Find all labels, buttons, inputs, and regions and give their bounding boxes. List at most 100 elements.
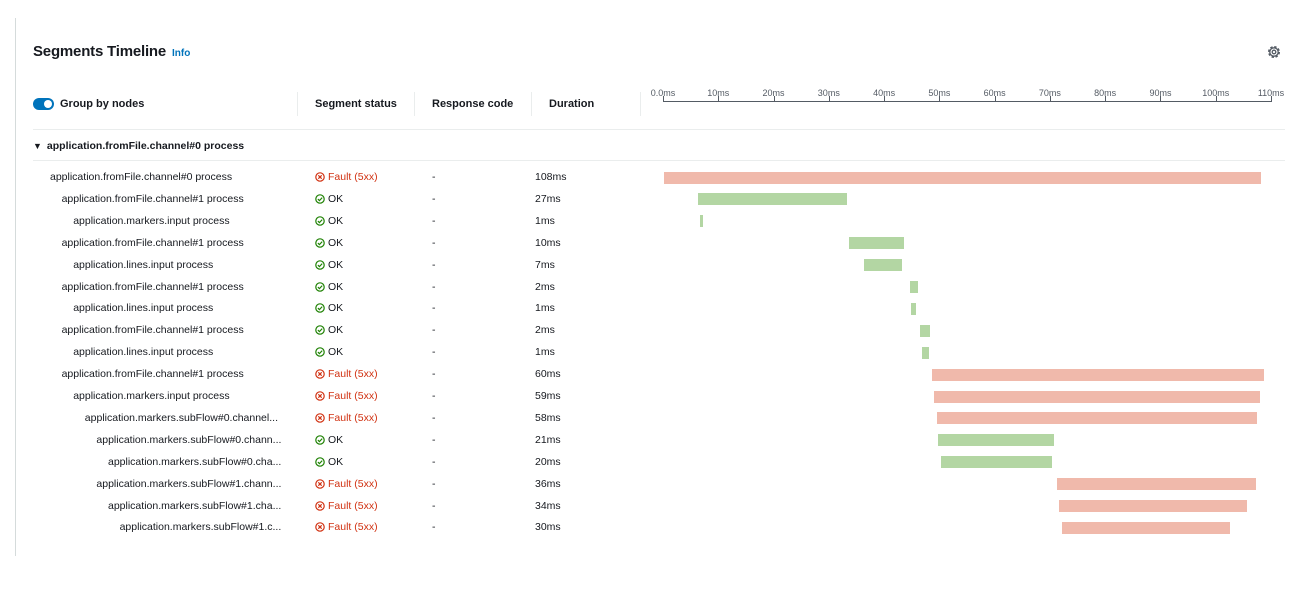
segment-name[interactable]: application.fromFile.channel#1 process — [61, 368, 244, 381]
column-header-response[interactable]: Response code — [432, 98, 514, 110]
segment-timeline-bar[interactable] — [863, 259, 903, 272]
segment-timeline-bar[interactable] — [1059, 500, 1248, 512]
check-circle-icon — [315, 347, 325, 357]
segment-timeline-bar[interactable] — [697, 193, 847, 206]
caret-down-icon[interactable]: ▼ — [33, 141, 42, 151]
segment-status: OK — [315, 346, 343, 358]
segment-name[interactable]: application.markers.subFlow#1.c... — [119, 521, 282, 534]
segment-status-label: OK — [328, 324, 344, 337]
timeline-tick — [718, 96, 720, 102]
segment-duration: 34ms — [535, 499, 561, 512]
segment-timeline-bar[interactable] — [699, 215, 703, 228]
fault-icon — [315, 172, 325, 182]
group-by-nodes-toggle[interactable] — [33, 98, 54, 110]
segment-name[interactable]: application.markers.subFlow#0.cha... — [108, 455, 282, 468]
segment-status-label: OK — [328, 346, 344, 359]
column-header-duration[interactable]: Duration — [549, 98, 595, 110]
segment-timeline-bar[interactable] — [932, 368, 1264, 381]
segment-status-label: Fault (5xx) — [328, 390, 378, 402]
panel-left-border — [15, 18, 16, 556]
timeline-tick — [994, 96, 996, 102]
timeline-axis-line — [663, 101, 1271, 102]
segment-duration: 108ms — [535, 171, 567, 183]
segment-timeline-bar[interactable] — [848, 237, 904, 250]
segment-timeline-bar[interactable] — [936, 412, 1258, 425]
check-circle-icon — [315, 194, 325, 204]
fault-icon — [315, 478, 325, 489]
check-circle-icon — [315, 259, 325, 270]
segment-status-label: Fault (5xx) — [328, 477, 378, 490]
segment-name[interactable]: application.lines.input process — [73, 302, 214, 315]
check-circle-icon — [315, 325, 325, 336]
segment-duration: 2ms — [535, 324, 555, 337]
segment-timeline-bar[interactable] — [921, 346, 929, 359]
segment-status: OK — [315, 237, 343, 249]
check-circle-icon — [315, 456, 325, 467]
segment-timeline-bar[interactable] — [941, 456, 1052, 469]
segment-name[interactable]: application.lines.input process — [73, 258, 214, 271]
column-divider — [640, 92, 641, 116]
group-row[interactable]: ▼ application.fromFile.channel#0 process — [33, 140, 244, 152]
segment-timeline-bar[interactable] — [934, 390, 1261, 403]
fault-icon — [315, 413, 325, 423]
segment-response-code: - — [432, 455, 436, 468]
segment-status: OK — [315, 302, 343, 314]
segment-timeline-bar[interactable] — [937, 434, 1054, 447]
segment-name[interactable]: application.fromFile.channel#1 process — [61, 192, 244, 205]
timeline-tick-label: 110ms — [1257, 88, 1285, 98]
fault-icon — [315, 500, 325, 511]
timeline-tick — [1105, 96, 1107, 102]
segment-status-label: OK — [328, 258, 344, 271]
segment-status-label: Fault (5xx) — [328, 521, 378, 534]
segment-status-label: OK — [328, 192, 344, 205]
timeline-tick — [1049, 96, 1051, 102]
segment-name[interactable]: application.markers.subFlow#1.cha... — [108, 499, 282, 512]
segment-duration: 7ms — [535, 258, 555, 271]
segment-duration: 20ms — [535, 455, 561, 468]
segment-response-code: - — [432, 324, 436, 337]
column-header-status[interactable]: Segment status — [315, 98, 397, 110]
segment-response-code: - — [432, 346, 436, 359]
segment-response-code: - — [432, 433, 436, 446]
info-link[interactable]: Info — [172, 48, 191, 59]
segment-timeline-bar[interactable] — [1057, 478, 1257, 491]
segment-duration: 10ms — [535, 236, 561, 249]
segment-response-code: - — [432, 280, 436, 293]
segment-name[interactable]: application.markers.subFlow#1.chann... — [96, 477, 282, 490]
timeline-tick-label: 10ms — [707, 88, 730, 98]
check-circle-icon — [315, 281, 325, 292]
segment-timeline-bar[interactable] — [910, 302, 916, 315]
timeline-tick-label: 70ms — [1038, 88, 1061, 98]
segment-status: Fault (5xx) — [315, 478, 378, 490]
segment-name[interactable]: application.markers.subFlow#0.chann... — [96, 433, 282, 446]
segment-name[interactable]: application.markers.subFlow#0.channel... — [84, 411, 278, 424]
segment-duration: 2ms — [535, 280, 555, 293]
segment-timeline-bar[interactable] — [664, 171, 1261, 184]
segment-timeline-bar[interactable] — [1061, 521, 1231, 534]
segment-name[interactable]: application.fromFile.channel#1 process — [61, 236, 244, 249]
segment-duration: 59ms — [535, 390, 561, 402]
segment-name[interactable]: application.fromFile.channel#1 process — [61, 324, 244, 337]
segment-duration: 1ms — [535, 346, 555, 359]
fault-icon — [315, 369, 325, 379]
segment-name[interactable]: application.fromFile.channel#1 process — [61, 280, 244, 293]
timeline-tick — [828, 96, 830, 102]
timeline-tick-label: 0.0ms — [650, 88, 676, 98]
timeline-tick — [1215, 96, 1217, 102]
segment-duration: 1ms — [535, 214, 555, 227]
segment-timeline-bar[interactable] — [909, 281, 919, 293]
segment-name[interactable]: application.markers.input process — [73, 214, 230, 227]
gear-icon[interactable] — [1266, 44, 1282, 60]
segment-status: Fault (5xx) — [315, 390, 378, 402]
segment-name[interactable]: application.lines.input process — [73, 346, 214, 359]
segment-name[interactable]: application.markers.input process — [73, 390, 230, 402]
segment-name[interactable]: application.fromFile.channel#0 process — [50, 171, 233, 183]
segment-response-code: - — [432, 499, 436, 512]
segment-status: OK — [315, 193, 343, 205]
timeline-tick — [1271, 96, 1272, 102]
segment-status-label: OK — [328, 455, 344, 468]
segment-status: Fault (5xx) — [315, 412, 378, 424]
check-circle-icon — [315, 215, 325, 226]
segment-timeline-bar[interactable] — [920, 324, 930, 337]
segment-duration: 27ms — [535, 192, 561, 205]
